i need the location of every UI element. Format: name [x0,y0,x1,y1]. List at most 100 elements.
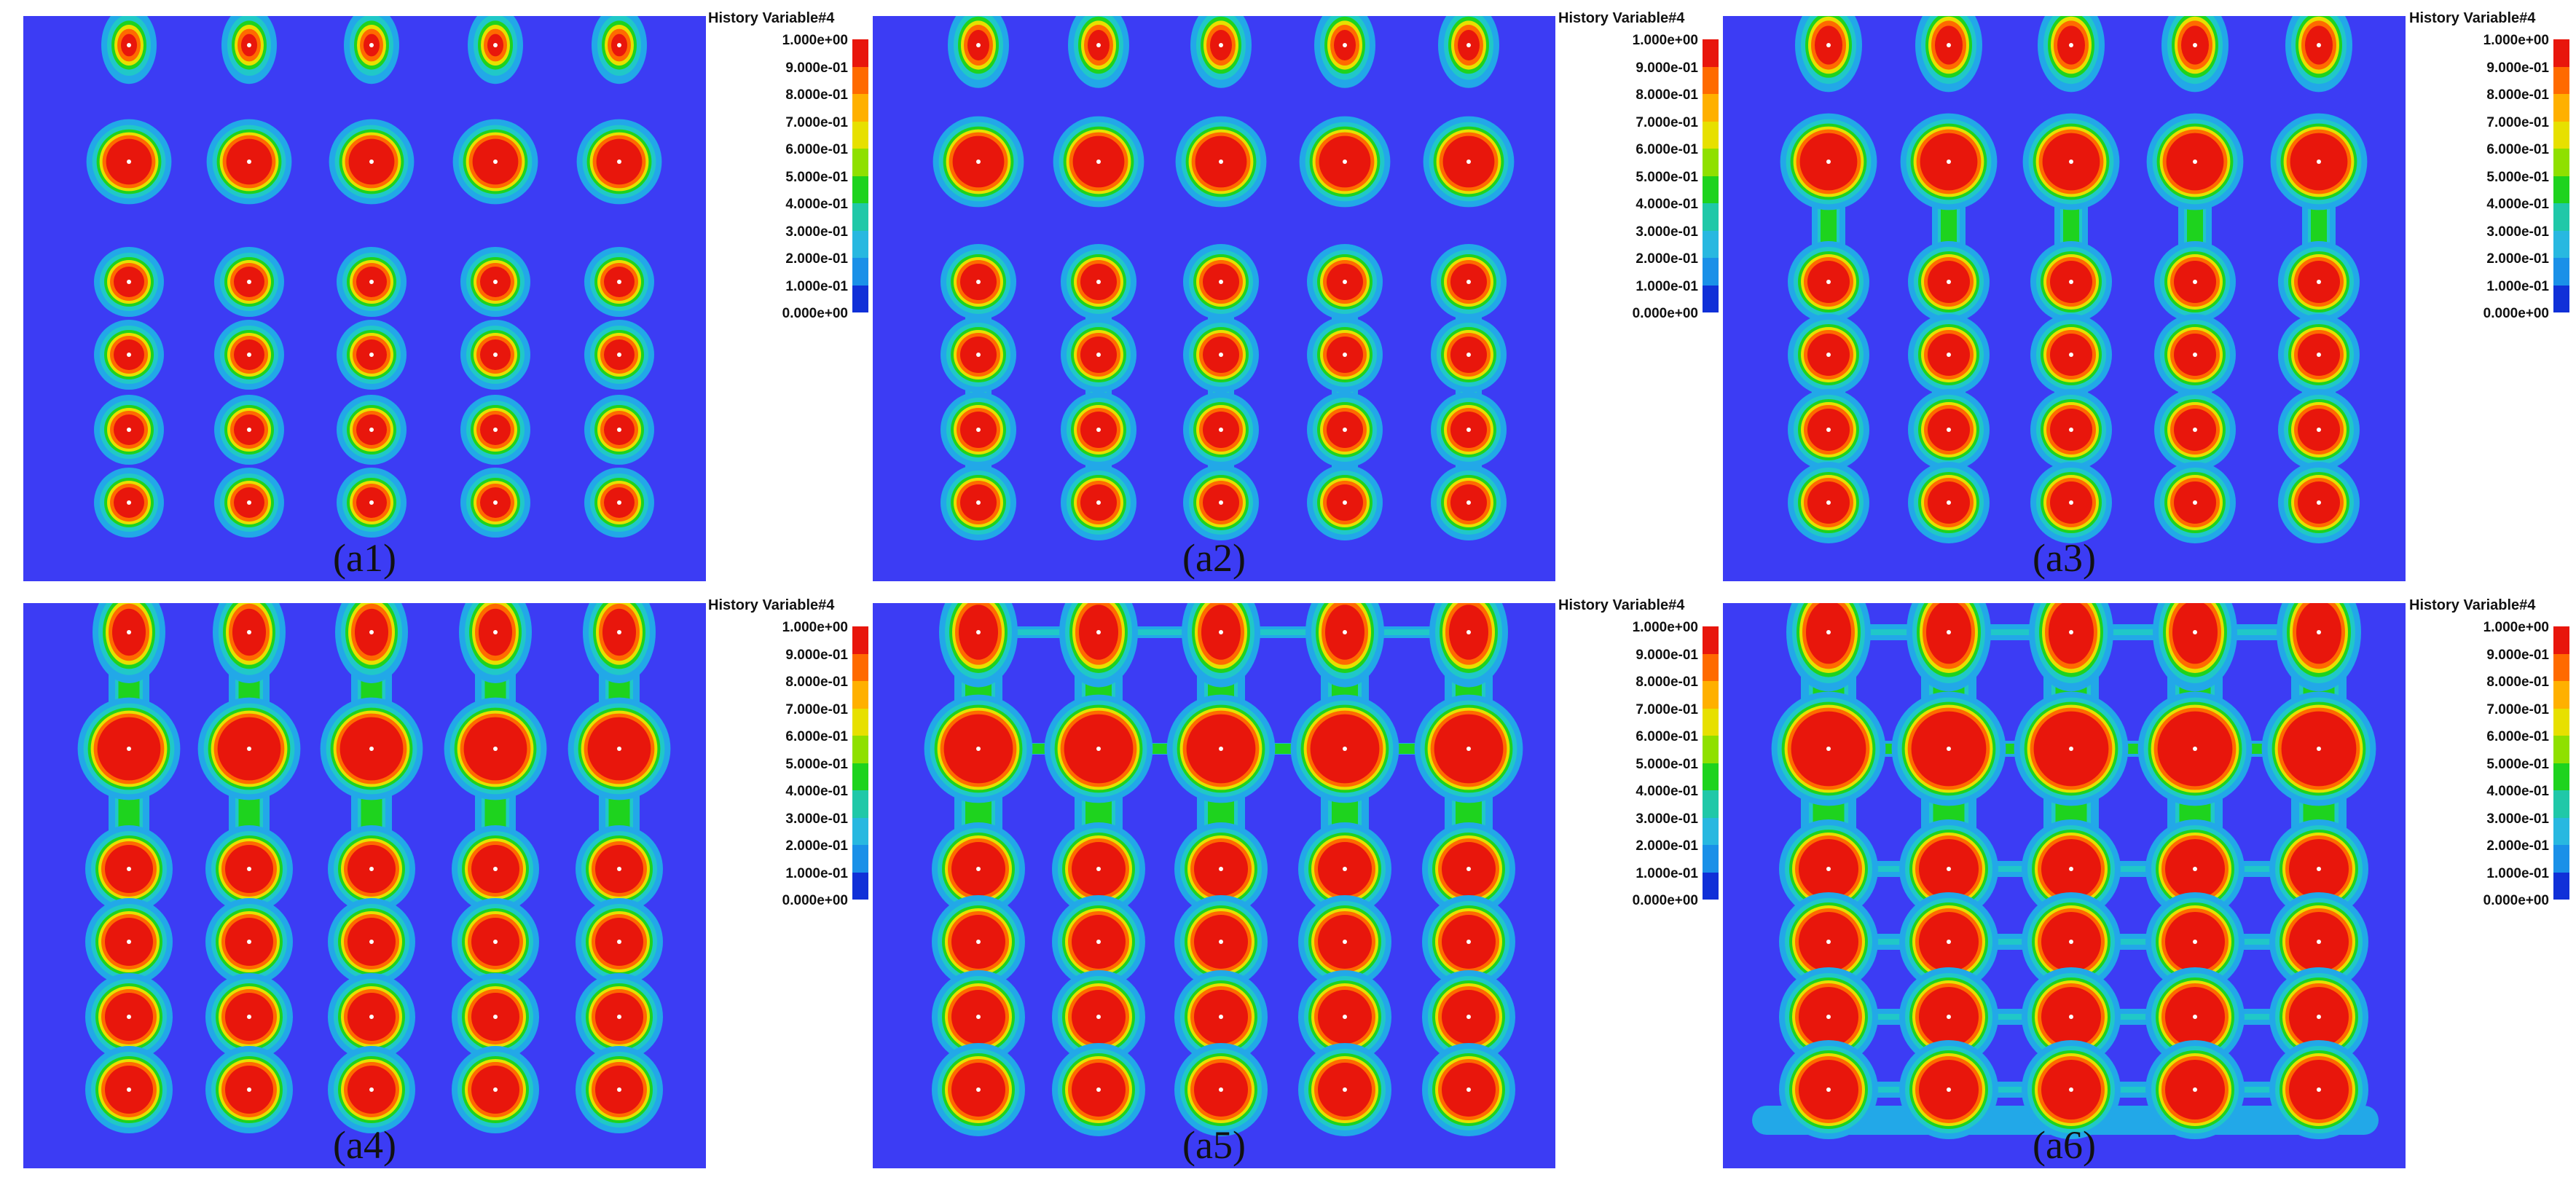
legend-tick-label: 9.000e-01 [785,647,848,663]
node-marker [2193,630,2197,634]
legend-tick-label: 0.000e+00 [1632,893,1698,908]
node-marker [369,867,374,871]
node-marker [1947,630,1951,634]
node-marker [1947,747,1951,751]
node-marker [1947,43,1951,47]
node-marker [1826,280,1831,284]
node-marker [1096,160,1101,164]
node-marker [127,940,131,944]
node-marker [247,353,251,357]
legend-tick-label: 6.000e-01 [2486,142,2549,157]
legend-color-swatch [2553,681,2569,709]
node-marker [369,160,374,164]
legend-tick-label: 6.000e-01 [2486,729,2549,744]
node-marker [369,280,374,284]
node-marker [2069,43,2073,47]
node-marker [2193,1087,2197,1092]
node-marker [1343,280,1347,284]
legend-tick-label: 8.000e-01 [1635,674,1698,690]
legend-title: History Variable#4 [708,10,835,26]
node-marker [1096,280,1101,284]
node-marker [1096,428,1101,432]
node-marker [2193,867,2197,871]
legend-color-swatch [1703,845,1719,873]
color-legend: History Variable#4 1.000e+00 9.000e-01 8.00… [708,10,876,345]
node-marker [1826,43,1831,47]
node-marker [127,428,131,432]
node-marker [617,1087,621,1092]
node-marker [493,747,498,751]
node-marker [2317,43,2321,47]
node-marker [1947,1015,1951,1019]
node-marker [1096,43,1101,47]
node-marker [493,1015,498,1019]
color-legend: History Variable#4 1.000e+00 9.000e-01 8.00… [2409,597,2576,932]
legend-tick-label: 9.000e-01 [1635,60,1698,76]
legend-color-swatch [2553,626,2569,654]
simulation-panel-6: (a6) [1723,603,2406,1168]
node-marker [2069,1015,2073,1019]
node-marker [617,940,621,944]
node-marker [247,1087,251,1092]
panel-label: (a6) [2033,1123,2096,1167]
color-legend: History Variable#4 1.000e+00 9.000e-01 8.00… [1558,10,1726,345]
legend-color-swatch [1703,817,1719,845]
damage-field [932,16,1515,540]
legend-color-swatch [2553,285,2569,312]
legend-color-swatch [2553,230,2569,258]
legend-color-swatch [2553,121,2569,149]
node-marker [493,630,498,634]
legend-title: History Variable#4 [1558,597,1685,613]
node-marker [1826,353,1831,357]
node-marker [2317,500,2321,505]
legend-tick-label: 9.000e-01 [2486,647,2549,663]
node-marker [247,160,251,164]
node-marker [1826,630,1831,634]
node-marker [2193,1015,2197,1019]
legend-color-swatch [852,790,868,818]
legend-tick-label: 0.000e+00 [2483,306,2549,321]
node-marker [127,630,131,634]
node-marker [2317,867,2321,871]
legend-tick-label: 0.000e+00 [2483,893,2549,908]
node-marker [1343,353,1347,357]
node-marker [1096,940,1101,944]
legend-tick-label: 1.000e-01 [1635,865,1698,881]
panel-label: (a2) [1182,536,1246,580]
node-marker [493,1087,498,1092]
legend-color-swatch [2553,203,2569,231]
legend-tick-label: 8.000e-01 [1635,87,1698,103]
contour-plot [1752,603,2379,1139]
node-marker [617,280,621,284]
node-marker [1219,747,1223,751]
node-marker [2069,747,2073,751]
legend-tick-label: 2.000e-01 [1635,251,1698,267]
node-marker [493,940,498,944]
legend-color-swatch [2553,708,2569,736]
node-marker [1096,747,1101,751]
node-marker [617,867,621,871]
node-marker [1343,630,1347,634]
legend-color-swatch [2553,39,2569,67]
node-marker [976,428,981,432]
node-marker [1826,867,1831,871]
legend-tick-label: 0.000e+00 [782,306,848,321]
legend-color-swatch [852,708,868,736]
node-marker [1826,160,1831,164]
legend-title: History Variable#4 [708,597,835,613]
legend-color-swatch [1703,258,1719,286]
node-marker [976,1015,981,1019]
node-marker [247,867,251,871]
node-marker [617,630,621,634]
node-marker [1947,1087,1951,1092]
legend-title: History Variable#4 [2409,10,2536,26]
node-marker [493,867,498,871]
legend-tick-label: 2.000e-01 [2486,838,2549,854]
node-marker [976,1087,981,1092]
legend-color-swatch [852,94,868,122]
node-marker [247,500,251,505]
node-marker [127,280,131,284]
legend-color-swatch [852,763,868,790]
legend-color-swatch [852,230,868,258]
legend-tick-label: 4.000e-01 [1635,784,1698,799]
